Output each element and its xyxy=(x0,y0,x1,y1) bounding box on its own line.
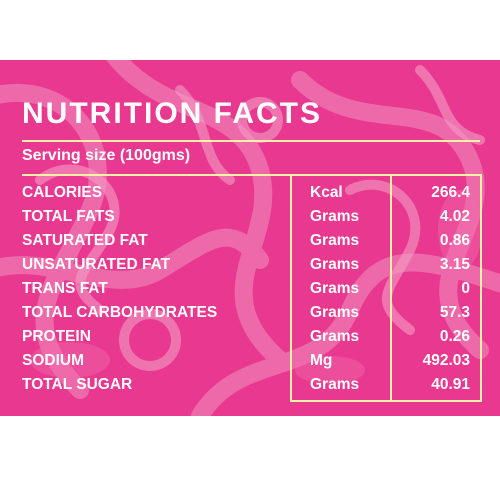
nutrient-name: UNSATURATED FAT xyxy=(22,256,171,273)
nutrient-unit: Grams xyxy=(310,376,360,393)
values-table-frame xyxy=(290,174,482,402)
table-row: TOTAL FATS Grams 4.02 xyxy=(0,205,500,229)
nutrient-name: TOTAL SUGAR xyxy=(22,376,133,393)
serving-size-text: Serving size (100gms) xyxy=(22,147,191,164)
nutrient-value: 266.4 xyxy=(431,184,470,201)
nutrient-name: TOTAL FATS xyxy=(22,208,115,225)
table-row: TOTAL SUGAR Grams 40.91 xyxy=(0,373,500,397)
nutrient-unit: Grams xyxy=(310,304,360,321)
nutrient-value: 3.15 xyxy=(439,256,470,273)
nutrient-value: 492.03 xyxy=(422,352,470,369)
table-row: SODIUM Mg 492.03 xyxy=(0,349,500,373)
nutrition-facts-title: NUTRITION FACTS xyxy=(22,97,322,130)
nutrition-table: CALORIES Kcal 266.4 TOTAL FATS Grams 4.0… xyxy=(0,181,500,397)
title-divider xyxy=(22,140,480,142)
nutrient-name: PROTEIN xyxy=(22,328,91,345)
nutrient-unit: Grams xyxy=(310,208,360,225)
nutrient-name: CALORIES xyxy=(22,184,103,201)
serving-divider xyxy=(22,174,480,176)
table-row: TRANS FAT Grams 0 xyxy=(0,277,500,301)
swirl-background-pattern xyxy=(0,60,500,416)
nutrient-name: TOTAL CARBOHYDRATES xyxy=(22,304,218,321)
table-row: CALORIES Kcal 266.4 xyxy=(0,181,500,205)
nutrient-unit: Grams xyxy=(310,256,360,273)
nutrient-value: 40.91 xyxy=(431,376,470,393)
nutrient-name: SATURATED FAT xyxy=(22,232,148,249)
table-row: UNSATURATED FAT Grams 3.15 xyxy=(0,253,500,277)
nutrient-unit: Grams xyxy=(310,232,360,249)
nutrient-value: 0 xyxy=(461,280,470,297)
nutrient-unit: Grams xyxy=(310,280,360,297)
nutrient-unit: Kcal xyxy=(310,184,343,201)
nutrient-value: 4.02 xyxy=(439,208,470,225)
nutrition-label-panel: NUTRITION FACTS Serving size (100gms) CA… xyxy=(0,60,500,416)
unit-value-divider xyxy=(390,174,392,402)
nutrient-name: TRANS FAT xyxy=(22,280,108,297)
nutrient-value: 0.86 xyxy=(439,232,470,249)
table-row: PROTEIN Grams 0.26 xyxy=(0,325,500,349)
nutrient-unit: Grams xyxy=(310,328,360,345)
table-row: TOTAL CARBOHYDRATES Grams 57.3 xyxy=(0,301,500,325)
table-row: SATURATED FAT Grams 0.86 xyxy=(0,229,500,253)
nutrient-value: 57.3 xyxy=(439,304,470,321)
nutrient-value: 0.26 xyxy=(439,328,470,345)
nutrient-name: SODIUM xyxy=(22,352,84,369)
nutrient-unit: Mg xyxy=(310,352,333,369)
